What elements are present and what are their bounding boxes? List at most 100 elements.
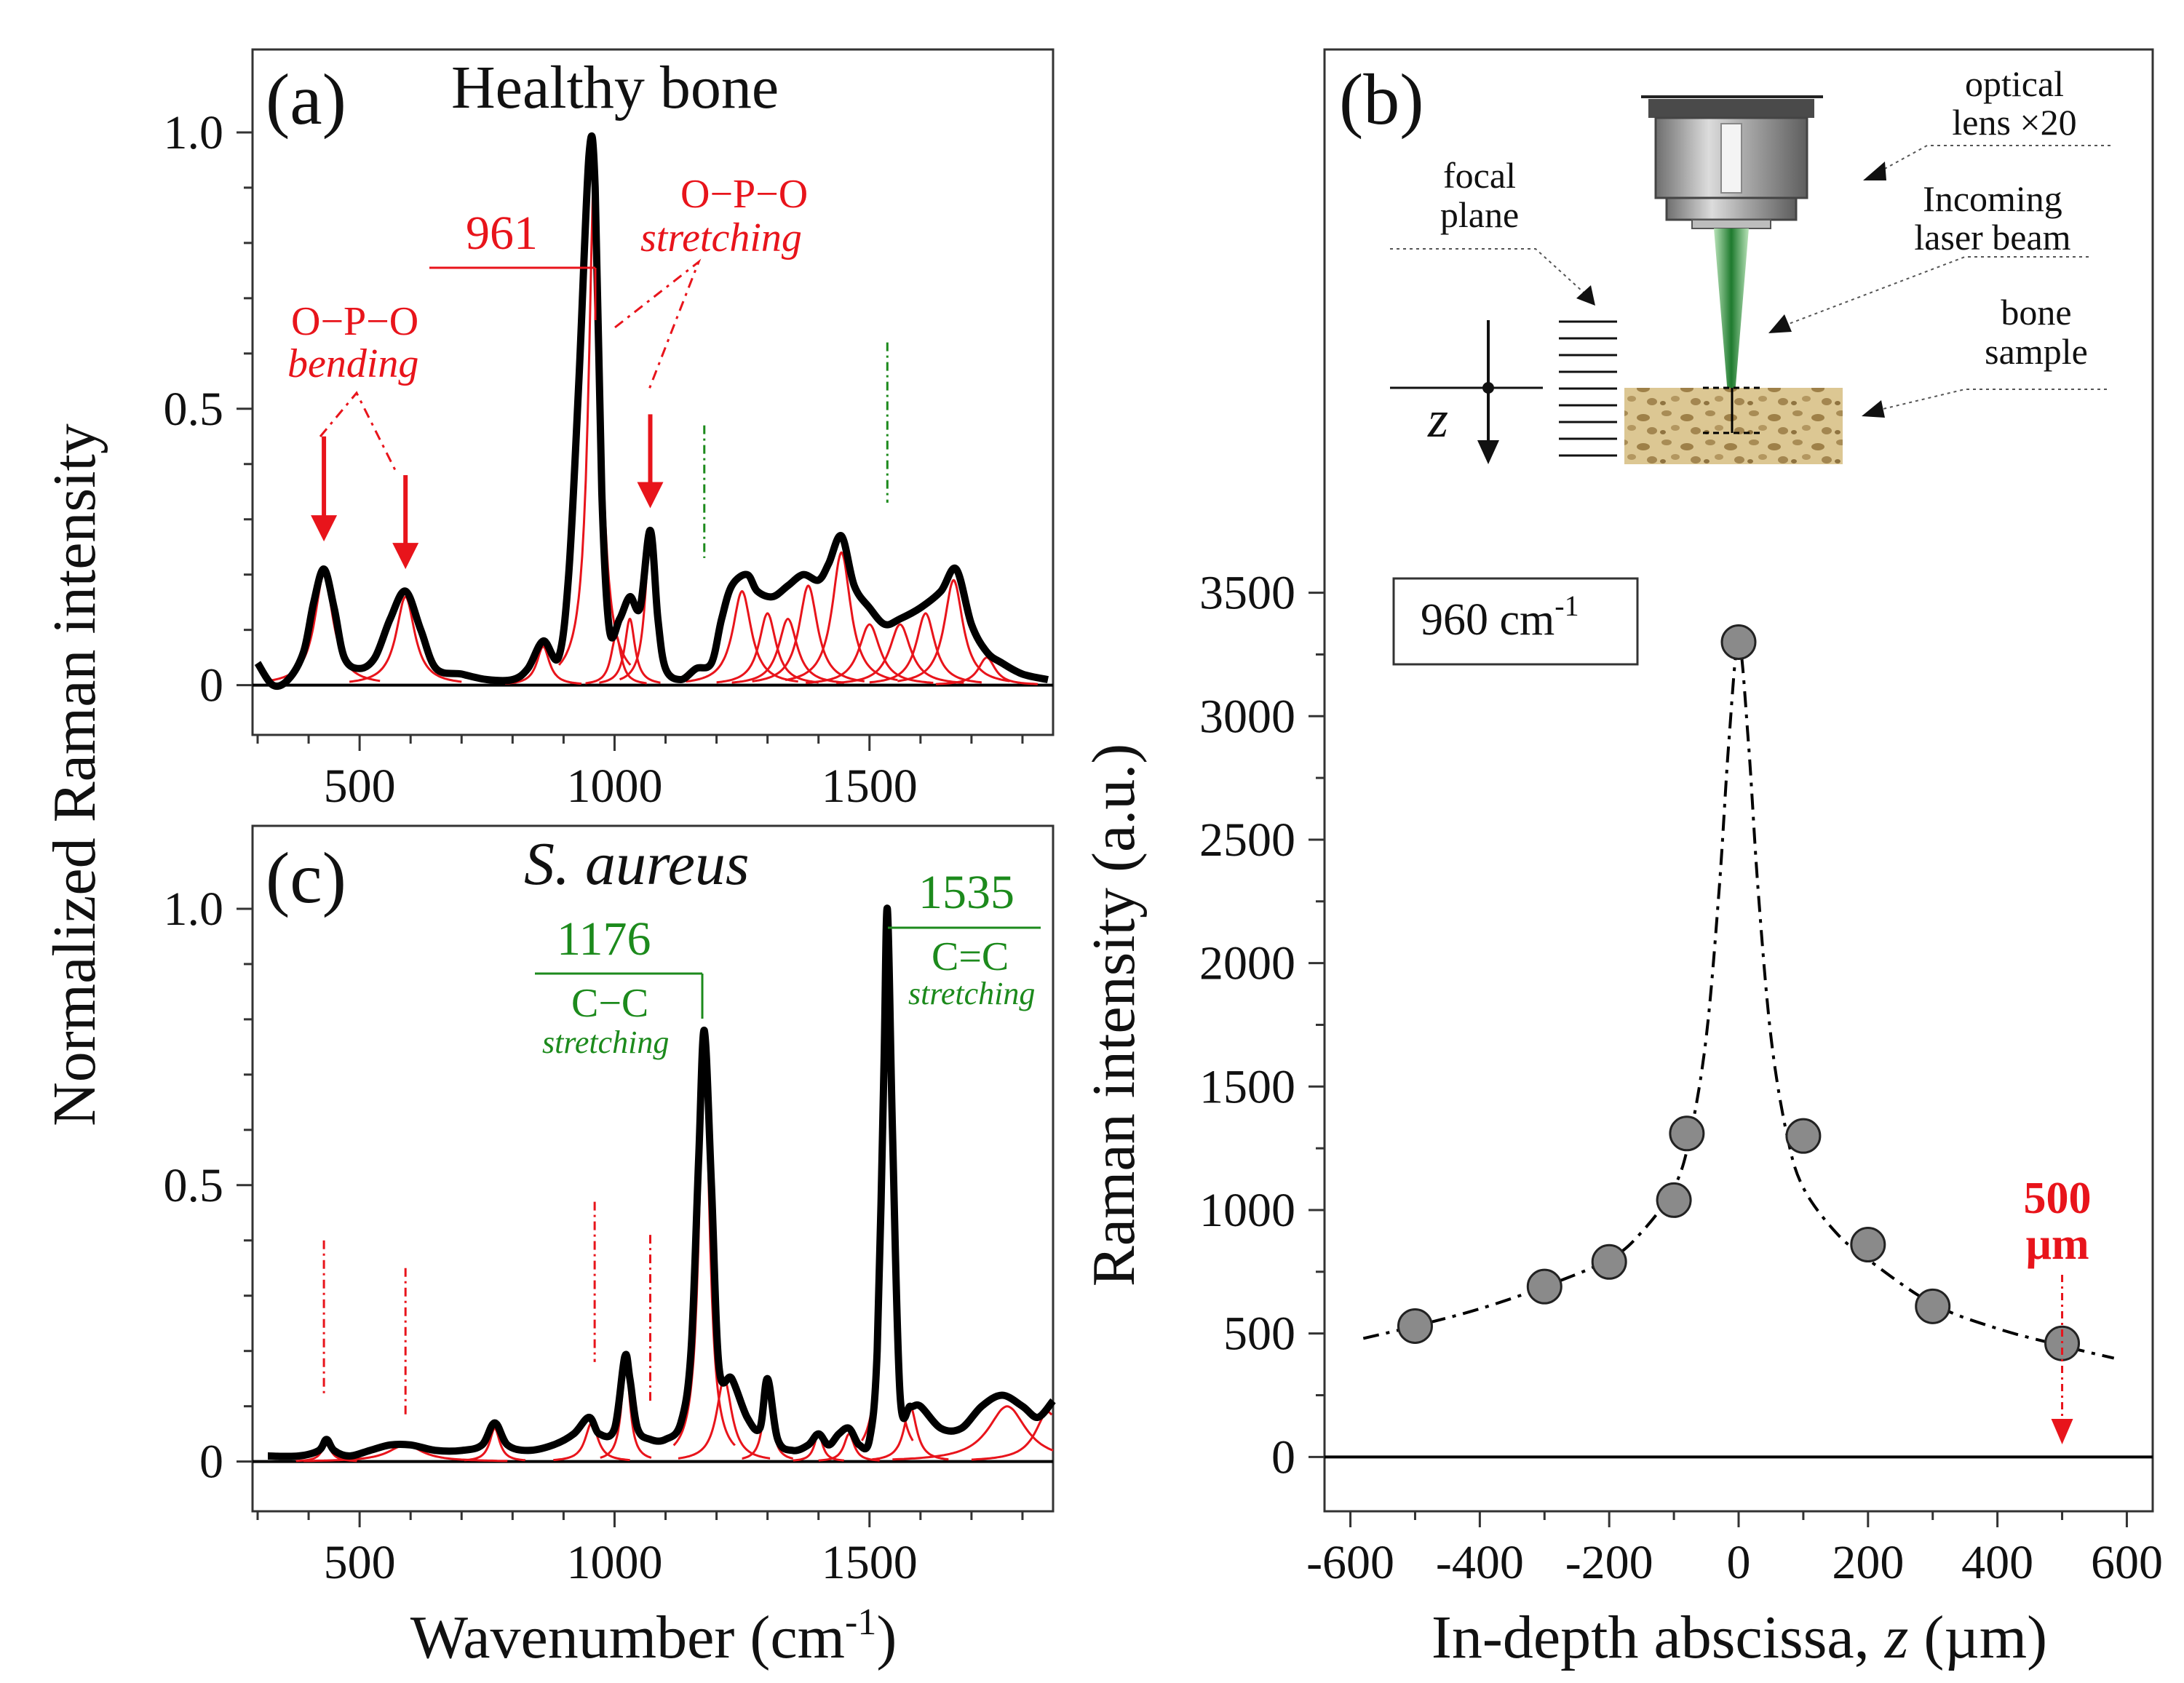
y-tick-label: 3000 <box>1199 690 1295 743</box>
annotation-opo-stretching-2: stretching <box>640 215 802 260</box>
inset-leader-lines <box>1390 145 2110 412</box>
component-peak <box>869 612 982 684</box>
inset-schematic: z optical lens ×20 Incoming laser beam b… <box>1390 63 2110 464</box>
annotation-cc: C−C <box>571 981 648 1026</box>
component-peak <box>892 1405 1054 1461</box>
panel-b-x-axis-title-suffix: (µm) <box>1908 1604 2047 1671</box>
y-tick-label: 0 <box>1271 1431 1295 1484</box>
x-tick-label: 500 <box>324 760 396 813</box>
annotation-c-eq-c: C=C <box>932 934 1009 979</box>
y-tick-label: 500 <box>1223 1308 1295 1361</box>
panel-b-data-points <box>1397 624 2081 1361</box>
component-peak <box>971 1410 1053 1461</box>
annotation-961: 961 <box>466 207 538 260</box>
panel-c-ticks: 500 1000 1500 0 0.5 1.0 <box>164 883 1053 1589</box>
lens-window <box>1720 123 1742 194</box>
lens-tip <box>1691 219 1771 229</box>
data-point <box>1915 1288 1951 1324</box>
data-point <box>1850 1226 1886 1262</box>
panel-c-spectrum-line <box>267 904 1056 1460</box>
y-tick-label: 1500 <box>1199 1060 1295 1113</box>
arrow-500-head <box>2051 1419 2073 1444</box>
legend-box <box>1392 577 1639 666</box>
panel-a-frame <box>251 48 1055 736</box>
lens-nose <box>1665 196 1798 221</box>
panel-c-label: (c) <box>266 837 346 918</box>
inset-leader-arrowheads <box>1576 162 1886 418</box>
label-bone: bone <box>2001 292 2071 333</box>
left-y-axis-title: Normalized Raman intensity <box>41 423 108 1126</box>
annotation-500: 500 <box>2024 1174 2092 1223</box>
component-peak <box>897 578 1010 683</box>
annotation-opo-bending-1: O−P−O <box>291 299 418 344</box>
x-tick-label: -200 <box>1565 1536 1653 1589</box>
label-optical: optical <box>1965 63 2064 104</box>
label-focal: focal <box>1443 155 1516 196</box>
x-tick-label: 1500 <box>822 760 918 813</box>
x-tick-label: 1500 <box>822 1536 918 1589</box>
component-peak <box>599 617 661 684</box>
label-plane: plane <box>1440 194 1519 235</box>
annotation-stretching-leader <box>614 258 702 394</box>
peak-arrow-head <box>637 482 664 509</box>
panel-b-label: (b) <box>1339 59 1424 140</box>
component-peak <box>504 645 582 685</box>
component-peak <box>752 584 865 683</box>
panel-a-label: (a) <box>266 59 346 140</box>
panel-b-ticks: -600 -400 -200 0 200 400 600 0 500 1000 1500 2000 25… <box>1199 567 2163 1589</box>
data-point <box>1526 1268 1562 1305</box>
panel-b-x-axis-title-prefix: In-depth abscissa, <box>1431 1604 1885 1671</box>
x-tick-label: 0 <box>1727 1536 1751 1589</box>
z-axis-label: z <box>1427 390 1448 448</box>
data-point <box>1785 1118 1822 1154</box>
component-peak <box>600 1361 652 1459</box>
x-tick-label: 400 <box>1961 1536 2033 1589</box>
y-tick-label: 1.0 <box>164 883 224 936</box>
x-tick-label: 600 <box>2091 1536 2163 1589</box>
panel-c-marker-lines <box>322 1201 651 1417</box>
label-laser-beam: laser beam <box>1914 217 2070 258</box>
annotation-500-arrow <box>2051 1275 2073 1444</box>
panel-b-fit-line <box>1362 640 2115 1360</box>
x-tick-label: -400 <box>1436 1536 1524 1589</box>
left-x-axis-title-sup: -1 <box>845 1602 876 1643</box>
left-x-axis-title-end: ) <box>876 1604 897 1671</box>
label-lens-x20: lens ×20 <box>1952 102 2076 143</box>
annotation-c-eq-c-stretching: stretching <box>908 976 1035 1011</box>
panel-b-x-axis-title: In-depth abscissa, z (µm) <box>1431 1604 2047 1671</box>
y-tick-label: 1.0 <box>164 106 224 159</box>
component-peak <box>686 589 798 683</box>
annotation-bending-leader <box>319 391 398 474</box>
panel-a-peak-arrows <box>311 414 664 570</box>
legend-text: 960 cm-1 <box>1421 589 1579 645</box>
component-peak <box>935 656 1039 685</box>
component-peak <box>349 595 462 683</box>
legend-main: 960 cm <box>1421 595 1554 645</box>
component-peak <box>716 612 819 684</box>
focal-plane-lines <box>1559 320 1617 457</box>
component-peak <box>785 551 898 682</box>
left-x-axis-title: Wavenumber (cm-1) <box>410 1602 897 1671</box>
panel-c-title: S. aureus <box>524 830 750 898</box>
data-point <box>1397 1308 1433 1344</box>
laser-beam <box>1714 228 1749 421</box>
component-peak <box>464 1427 526 1462</box>
x-tick-label: -600 <box>1306 1536 1394 1589</box>
y-tick-label: 0.5 <box>164 383 224 436</box>
panel-a-title: Healthy bone <box>451 54 779 122</box>
y-tick-label: 2500 <box>1199 813 1295 867</box>
component-peak <box>806 623 934 684</box>
x-tick-label: 200 <box>1832 1536 1904 1589</box>
x-tick-label: 1000 <box>566 760 662 813</box>
panel-b-depth-profile: -600 -400 -200 0 200 400 600 0 500 1000 1500 2000 25… <box>1080 48 2163 1671</box>
y-tick-label: 0 <box>199 1436 223 1489</box>
data-point <box>1591 1244 1627 1280</box>
data-point <box>1669 1115 1705 1152</box>
component-peak <box>872 1405 949 1461</box>
x-tick-label: 500 <box>324 1536 396 1589</box>
annotation-um: µm <box>2025 1220 2089 1269</box>
panel-c-frame <box>251 824 1055 1513</box>
panel-b-y-axis-title: Raman intensity (a.u.) <box>1080 744 1148 1286</box>
panel-b-x-axis-title-var: z <box>1884 1604 1909 1671</box>
